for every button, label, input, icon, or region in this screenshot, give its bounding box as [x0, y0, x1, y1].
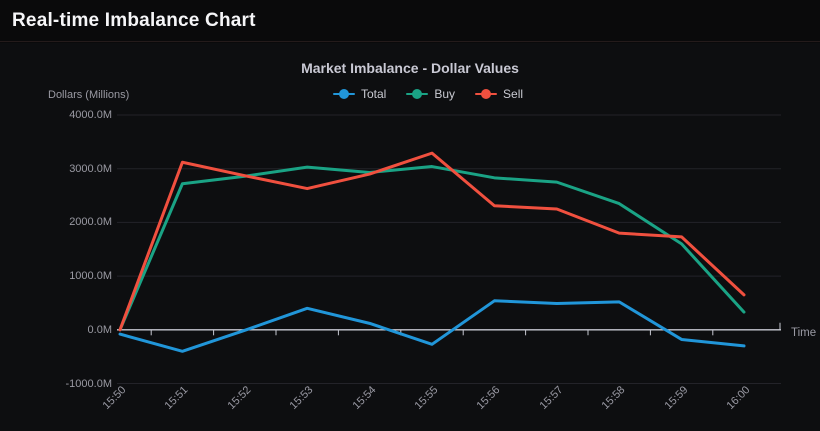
header: Real-time Imbalance Chart: [0, 0, 820, 42]
legend-line-dot-icon: [332, 89, 355, 99]
y-tick-label: 0.0M: [87, 323, 112, 336]
x-axis-name-wrap: Time: [791, 323, 817, 339]
y-tick-label: -1000.0M: [65, 377, 112, 390]
legend-item-buy[interactable]: Buy: [406, 87, 455, 101]
series-line-sell: [118, 151, 746, 332]
legend-label: Buy: [434, 87, 456, 101]
y-axis-name: Dollars (Millions): [48, 89, 130, 101]
legend-label: Total: [360, 87, 387, 101]
y-tick-label: 2000.0M: [69, 216, 112, 229]
legend-label: Sell: [503, 87, 524, 101]
series-line-buy: [118, 165, 746, 332]
y-tick-label: 4000.0M: [69, 109, 112, 121]
legend-marker-dot: [338, 89, 349, 99]
legend-line-dot-icon: [406, 89, 429, 99]
y-tick-label: 1000.0M: [69, 270, 112, 283]
legend-line-dot-icon: [475, 89, 498, 99]
chart-title: Market Imbalance - Dollar Values: [301, 60, 519, 76]
page-title: Real-time Imbalance Chart: [12, 10, 256, 31]
x-axis-name: Time: [791, 327, 817, 339]
imbalance-chart: Market Imbalance - Dollar Values Total Bu…: [0, 43, 820, 431]
legend-marker-dot: [412, 89, 423, 99]
y-tick-label: 3000.0M: [69, 162, 112, 175]
legend-item-total[interactable]: Total: [332, 87, 387, 101]
series-line-total: [118, 299, 746, 353]
chart-legend: Total Buy Sell: [0, 87, 820, 101]
legend-item-sell[interactable]: Sell: [475, 87, 523, 101]
legend-marker-dot: [481, 89, 492, 99]
